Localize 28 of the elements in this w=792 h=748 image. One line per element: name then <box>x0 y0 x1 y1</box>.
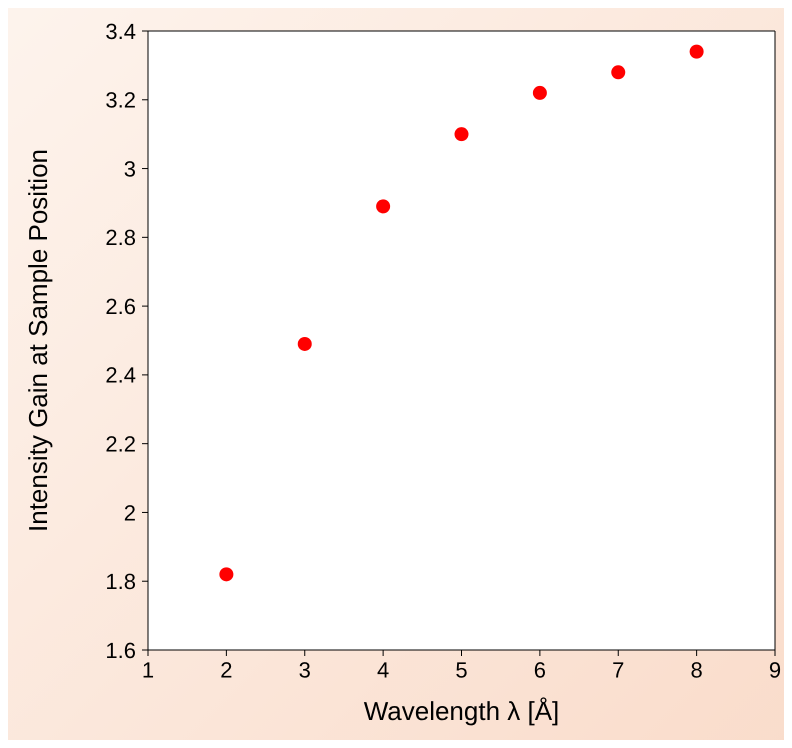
y-tick-label: 3.4 <box>105 18 136 44</box>
point <box>532 86 547 100</box>
x-axis-title: Wavelength λ [Å] <box>364 696 560 726</box>
point <box>690 44 704 59</box>
point <box>298 336 312 351</box>
x-tick-label: 2 <box>220 658 232 683</box>
point <box>611 65 626 80</box>
x-tick-label: 5 <box>455 658 468 683</box>
y-axis-title: Intensity Gain at Sample Position <box>23 149 54 532</box>
x-tick-label: 4 <box>377 658 390 683</box>
point <box>219 567 234 582</box>
y-tick-label: 2.4 <box>105 362 136 388</box>
y-tick-label: 2.6 <box>105 294 136 319</box>
point <box>454 127 468 142</box>
x-tick-label: 8 <box>690 658 703 683</box>
y-tick-label: 2.8 <box>105 225 136 250</box>
y-tick-label: 2.2 <box>105 431 136 456</box>
x-tick-label: 6 <box>534 658 546 683</box>
y-tick-label: 3 <box>124 156 136 182</box>
y-tick-label: 2 <box>124 500 136 526</box>
y-tick-label: 3.2 <box>105 88 136 113</box>
x-tick-label: 9 <box>768 658 782 683</box>
y-tick-label: 1.8 <box>105 569 136 594</box>
x-tick-label: 7 <box>612 658 624 683</box>
x-tick-label: 1 <box>142 658 154 683</box>
point <box>376 199 390 214</box>
y-tick-label: 1.6 <box>105 638 136 663</box>
x-tick-label: 3 <box>298 658 311 683</box>
